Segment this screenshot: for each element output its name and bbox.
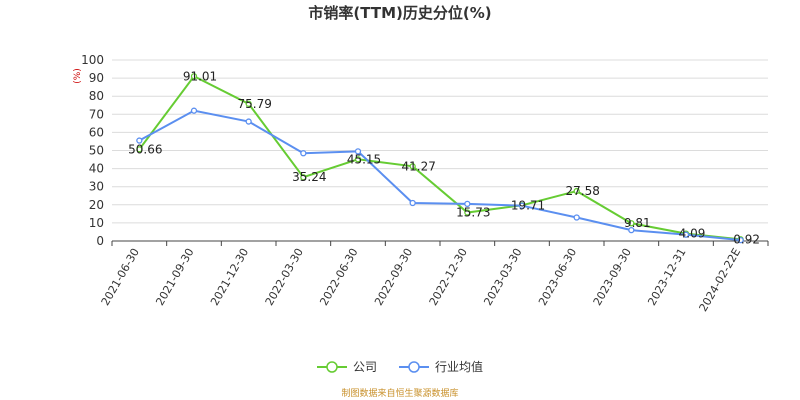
data-label: 75.79	[237, 97, 271, 111]
axes	[111, 240, 769, 246]
data-point-series-1	[628, 226, 635, 234]
legend-label: 行业均值	[435, 360, 484, 374]
data-label: 4.09	[679, 227, 706, 241]
data-point-series-1	[245, 118, 252, 125]
data-point-series-1	[518, 202, 526, 209]
x-tick-label: 2023-06-30	[536, 246, 579, 308]
data-point-series-1	[354, 148, 362, 155]
legend-marker-icon	[399, 360, 429, 373]
y-axis-label: (%)	[73, 68, 83, 84]
y-tick-label: 50	[89, 144, 104, 158]
y-tick-label: 100	[81, 53, 104, 67]
data-point-series-0	[409, 163, 416, 170]
data-labels: 50.66 91.01 75.79 35.24 45.15 41.27 15.73 19.71…	[128, 69, 760, 246]
legend-circle	[408, 360, 420, 373]
data-point-series-0	[190, 73, 198, 80]
x-tick-label: 2022-09-30	[372, 246, 415, 308]
y-tick-label: 20	[89, 198, 104, 212]
x-tick-label: 2022-12-30	[427, 246, 470, 308]
data-point-series-0	[573, 187, 580, 195]
data-label: 41.27	[401, 159, 435, 173]
data-label: 50.66	[128, 142, 162, 156]
x-tick-label: 2022-03-30	[263, 246, 306, 308]
grid-lines	[112, 59, 768, 224]
data-label: 15.73	[456, 206, 490, 220]
source-note: 制图数据来自恒生聚源数据库	[341, 389, 459, 399]
data-point-series-1	[300, 150, 307, 157]
x-tick-label: 2021-09-30	[153, 246, 196, 308]
data-point-series-1	[573, 214, 580, 221]
series-points	[136, 73, 744, 244]
data-point-series-1	[682, 231, 690, 238]
data-point-series-1	[464, 200, 471, 208]
series-line-0	[138, 75, 741, 241]
data-point-series-0	[300, 174, 307, 181]
data-label: 9.81	[624, 216, 651, 230]
legend-circle	[326, 360, 338, 373]
y-tick-label: 40	[89, 162, 104, 176]
y-tick-label: 90	[89, 71, 104, 85]
data-label: 19.71	[511, 198, 545, 212]
x-tick-label: 2023-12-31	[645, 246, 688, 308]
series-lines	[138, 75, 741, 242]
data-point-series-1	[136, 137, 143, 144]
data-point-series-1	[737, 236, 744, 244]
y-tick-label: 10	[89, 216, 104, 230]
legend: 公司 行业均值	[0, 358, 800, 375]
data-point-series-0	[464, 209, 471, 216]
data-label: 45.15	[347, 152, 381, 166]
data-point-series-0	[628, 220, 635, 227]
y-tick-label: 80	[89, 89, 104, 103]
y-tick-label: 70	[89, 107, 104, 121]
y-tick-labels: 0 10 20 30 40 50 60 70 80 90 100	[81, 53, 104, 248]
data-label: 35.24	[292, 170, 326, 184]
x-tick-label: 2023-09-30	[591, 246, 634, 308]
x-tick-label: 2021-12-30	[208, 246, 251, 308]
x-tick-label: 2024-02-22E	[697, 246, 744, 314]
x-tick-label: 2021-06-30	[99, 246, 142, 308]
y-tick-label: 60	[89, 125, 104, 139]
data-point-series-0	[245, 100, 252, 107]
legend-label: 公司	[352, 360, 377, 374]
legend-marker-icon	[316, 360, 347, 373]
y-tick-label: 30	[89, 180, 104, 194]
x-tick-label: 2022-06-30	[317, 246, 360, 308]
x-tick-label: 2023-03-30	[481, 246, 524, 308]
data-point-series-0	[136, 146, 143, 153]
data-point-series-0	[354, 156, 362, 163]
y-tick-label: 0	[96, 234, 104, 248]
data-label: 27.58	[565, 184, 599, 198]
data-label: 0.92	[733, 232, 760, 246]
chart-title: 市销率(TTM)历史分位(%)	[308, 4, 492, 22]
data-label: 91.01	[183, 69, 217, 83]
x-tick-labels: 2021-06-30 2021-09-30 2021-12-30 2022-03-30…	[99, 246, 744, 314]
legend-item-0[interactable]: 公司	[316, 358, 377, 375]
series-line-1	[138, 109, 741, 242]
legend-item-1[interactable]: 行业均值	[399, 358, 483, 375]
data-point-series-1	[409, 199, 416, 207]
data-point-series-1	[190, 107, 198, 114]
